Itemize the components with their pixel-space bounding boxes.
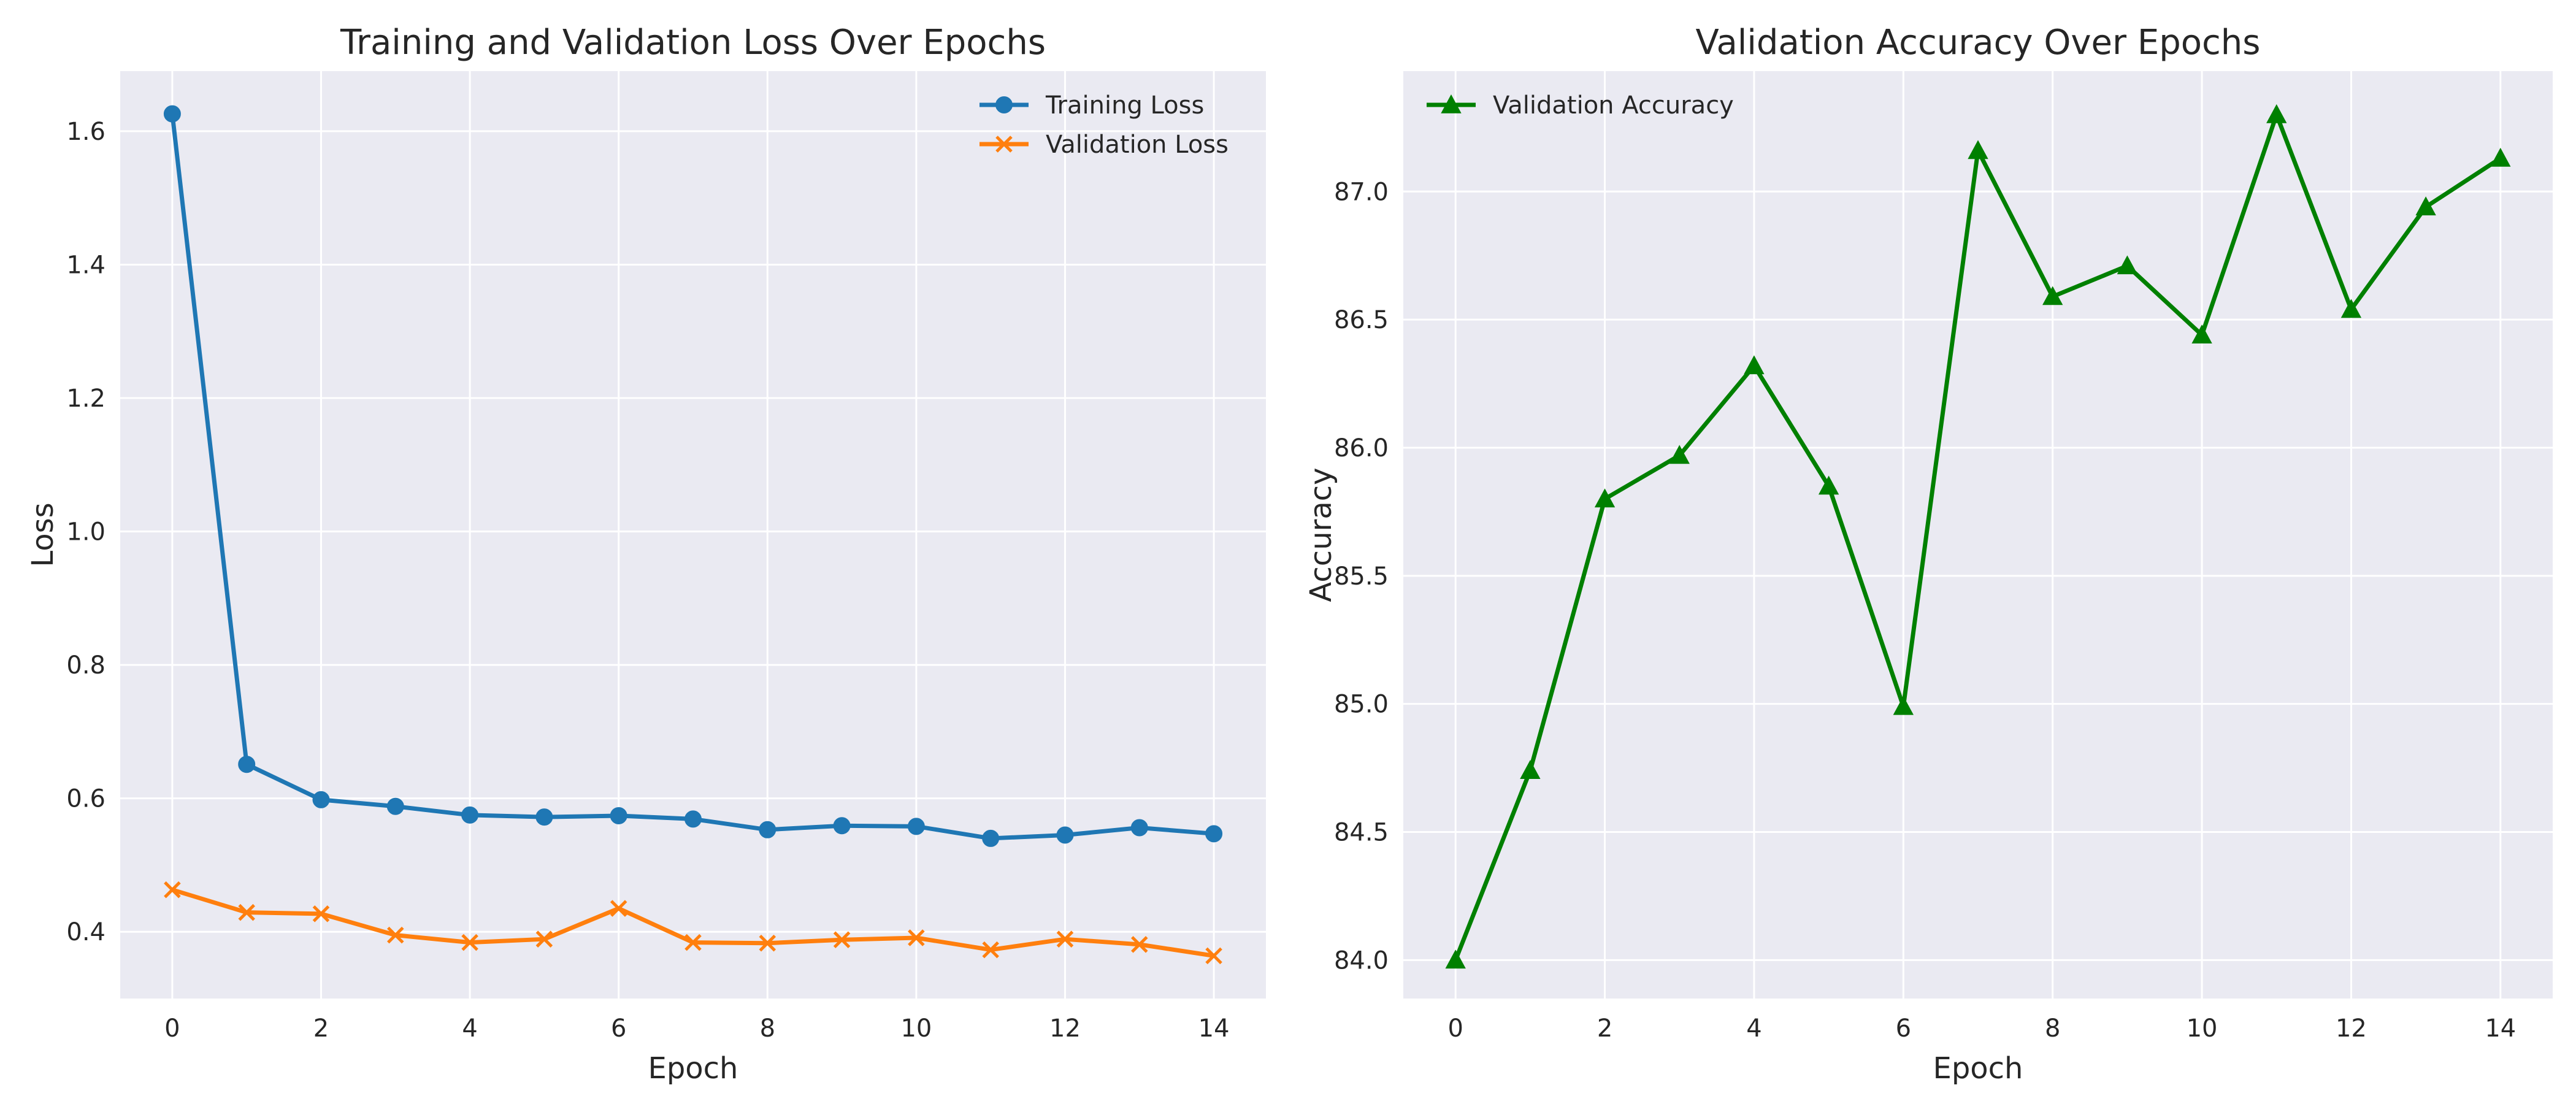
data-point (1893, 696, 1914, 715)
data-point (2340, 299, 2362, 318)
data-point (982, 829, 1000, 847)
y-tick-label: 85.0 (1334, 691, 1389, 719)
data-point (1130, 819, 1148, 837)
x-tick-label: 12 (1049, 1014, 1081, 1043)
data-point (2490, 147, 2511, 167)
x-tick-label: 10 (2187, 1014, 2218, 1043)
y-axis-label: Accuracy (1304, 467, 1338, 602)
data-point (1205, 825, 1223, 843)
x-tick-label: 8 (760, 1014, 775, 1043)
x-tick-label: 0 (164, 1014, 180, 1043)
data-point (1205, 947, 1222, 965)
x-axis-label: Epoch (1933, 1051, 2023, 1086)
data-point (461, 806, 479, 824)
data-point (2415, 196, 2436, 216)
data-point (2266, 104, 2287, 123)
data-point (1744, 355, 1765, 375)
data-point (535, 930, 553, 948)
data-point (2191, 324, 2212, 343)
x-tick-label: 0 (1447, 1014, 1463, 1043)
data-point (1968, 140, 1988, 159)
data-point (535, 808, 553, 826)
data-point (833, 931, 851, 949)
data-point (1669, 445, 1690, 464)
x-tick-label: 6 (1896, 1014, 1911, 1043)
plot-area (120, 71, 1266, 999)
x-tick-label: 2 (1597, 1014, 1612, 1043)
data-point (908, 929, 925, 946)
legend-label: Training Loss (1045, 91, 1204, 120)
data-point (1131, 936, 1148, 953)
data-point (386, 797, 404, 815)
y-tick-label: 85.5 (1334, 562, 1389, 591)
data-point (1056, 930, 1074, 948)
x-tick-label: 8 (2045, 1014, 2060, 1043)
data-point (982, 941, 999, 959)
y-tick-label: 1.4 (66, 251, 105, 279)
y-tick-label: 86.5 (1334, 306, 1389, 334)
y-tick-label: 0.8 (66, 651, 105, 680)
x-tick-label: 14 (1198, 1014, 1230, 1043)
data-point (833, 817, 851, 835)
plot-area (1403, 71, 2553, 999)
x-tick-label: 10 (900, 1014, 932, 1043)
x-tick-label: 2 (313, 1014, 329, 1043)
data-point (684, 810, 702, 828)
x-tick-label: 14 (2485, 1014, 2516, 1043)
data-point (1056, 826, 1074, 844)
y-tick-label: 84.0 (1334, 946, 1389, 975)
y-axis-label: Loss (26, 502, 60, 567)
chart-title: Validation Accuracy Over Epochs (1696, 23, 2261, 63)
legend-label: Validation Accuracy (1493, 91, 1734, 120)
y-tick-label: 86.0 (1334, 434, 1389, 462)
legend: Validation Accuracy (1427, 91, 1734, 120)
x-tick-label: 4 (1746, 1014, 1761, 1043)
y-tick-label: 87.0 (1334, 178, 1389, 206)
data-point (312, 791, 330, 808)
data-point (312, 905, 330, 922)
data-point (1520, 760, 1541, 780)
y-tick-label: 84.5 (1334, 819, 1389, 847)
y-tick-label: 0.6 (66, 785, 105, 813)
data-point (164, 881, 181, 899)
y-tick-label: 0.4 (66, 918, 105, 946)
legend-marker (995, 136, 1013, 153)
data-point (238, 756, 256, 773)
data-point (2042, 286, 2063, 305)
data-point (1445, 949, 1466, 969)
legend-marker (1441, 94, 1462, 113)
data-point (759, 934, 776, 952)
y-tick-label: 1.2 (66, 385, 105, 413)
data-point (610, 807, 627, 824)
x-tick-label: 12 (2336, 1014, 2367, 1043)
chart-2: 0 2 4 6 8 10 12 14 84.0 84.5 85.0 85.5 86.0 86.5 87.0 V… (1304, 23, 2553, 1086)
chart-title: Training and Validation Loss Over Epochs (340, 23, 1046, 63)
data-point (238, 903, 255, 921)
chart-1: 0 2 4 6 8 10 12 14 0.4 0.6 0.8 1.0 1.2 1.4 1.6 Training… (26, 23, 1266, 1086)
data-point (684, 933, 702, 951)
legend: Training Loss Validation Loss (979, 91, 1229, 159)
data-point (2117, 255, 2138, 275)
x-tick-label: 6 (611, 1014, 626, 1043)
data-point (461, 933, 478, 951)
legend-label: Validation Loss (1046, 131, 1229, 159)
data-point (1818, 475, 1839, 495)
legend-marker (995, 96, 1013, 113)
data-point (163, 105, 181, 123)
data-point (610, 900, 627, 917)
data-point (1594, 488, 1616, 508)
y-tick-label: 1.6 (66, 118, 105, 146)
y-tick-label: 1.0 (66, 518, 105, 546)
data-point (907, 818, 925, 835)
data-point (759, 821, 776, 838)
x-axis-label: Epoch (648, 1051, 738, 1086)
x-tick-label: 4 (462, 1014, 477, 1043)
data-point (387, 926, 404, 944)
